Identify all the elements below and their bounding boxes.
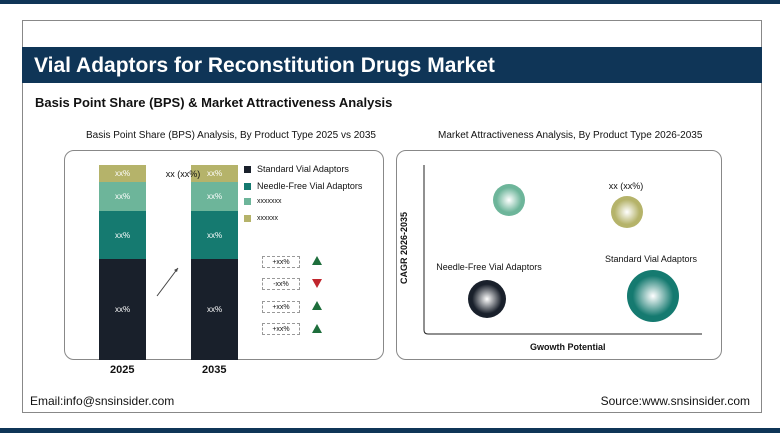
bubble-label: xx (xx%) (165, 169, 201, 179)
change-box: +xx% (262, 301, 300, 313)
x-axis-label: Gwowth Potential (530, 342, 606, 352)
up-triangle-icon (312, 324, 322, 333)
y-axis-label: CAGR 2026-2035 (399, 211, 409, 285)
subtitle: Basis Point Share (BPS) & Market Attract… (35, 95, 393, 110)
bps-chart-title: Basis Point Share (BPS) Analysis, By Pro… (86, 130, 376, 141)
attractiveness-chart-title: Market Attractiveness Analysis, By Produ… (438, 130, 703, 141)
bar-segment: xx% (99, 259, 146, 360)
page-title: Vial Adaptors for Reconstitution Drugs M… (22, 47, 762, 83)
x-tick-2035: 2035 (202, 364, 227, 376)
bar-segment: xx% (191, 165, 238, 182)
bubble (611, 196, 643, 228)
top-bar (0, 0, 780, 4)
down-triangle-icon (312, 279, 322, 288)
legend-item: Standard Vial Adaptors (244, 164, 349, 174)
change-box: +xx% (262, 323, 300, 335)
bar-segment: xx% (191, 211, 238, 259)
bar-segment: xx% (99, 165, 146, 182)
bar-segment: xx% (99, 211, 146, 259)
bubble-label: xx (xx%) (608, 181, 644, 191)
frame (22, 20, 762, 413)
attractiveness-panel (396, 150, 722, 360)
bubble-label: Standard Vial Adaptors (605, 254, 697, 264)
bubble (493, 184, 525, 216)
legend-item: xxxxxxx (244, 198, 282, 205)
change-box: -xx% (262, 278, 300, 290)
bar-segment: xx% (191, 259, 238, 360)
change-box: +xx% (262, 256, 300, 268)
bubble-label: Needle-Free Vial Adaptors (436, 262, 542, 272)
up-triangle-icon (312, 301, 322, 310)
bar-segment: xx% (99, 182, 146, 211)
legend-item: xxxxxx (244, 215, 278, 222)
x-tick-2025: 2025 (110, 364, 135, 376)
bar-segment: xx% (191, 182, 238, 211)
bubble (468, 280, 506, 318)
up-triangle-icon (312, 256, 322, 265)
bubble (627, 270, 679, 322)
legend-item: Needle-Free Vial Adaptors (244, 181, 362, 191)
footer-source: Source:www.snsinsider.com (600, 394, 750, 408)
footer-email: Email:info@snsinsider.com (30, 394, 175, 408)
bottom-bar (0, 428, 780, 433)
